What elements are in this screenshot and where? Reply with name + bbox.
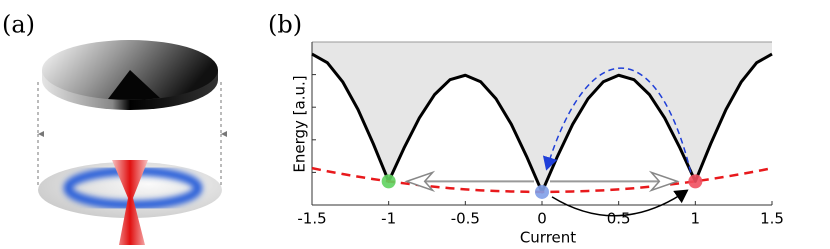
x-tick-label: -1.5 [297,210,326,228]
state-point [535,184,549,199]
transition-arrowhead [648,170,680,193]
annotations [404,67,692,217]
x-axis-label: Current [520,229,576,246]
state-point [381,174,396,189]
panel-label: (b) [268,11,302,39]
x-tick-label: -0.5 [451,210,480,228]
x-tick-label: -1 [381,210,396,228]
black-arrow [551,189,689,217]
state-point [688,174,703,189]
blue-arrow [542,67,692,173]
x-tick-label: 0 [537,210,547,228]
x-tick-label: 1 [691,210,701,228]
illustration [37,40,227,245]
transition-arrowhead [404,170,436,193]
y-axis-label: Energy [a.u.] [291,75,309,172]
x-tick-label: 1.5 [760,210,784,228]
x-tick-label: 0.5 [607,210,631,228]
shaded-region [312,42,772,192]
panel-label: (a) [2,11,35,39]
